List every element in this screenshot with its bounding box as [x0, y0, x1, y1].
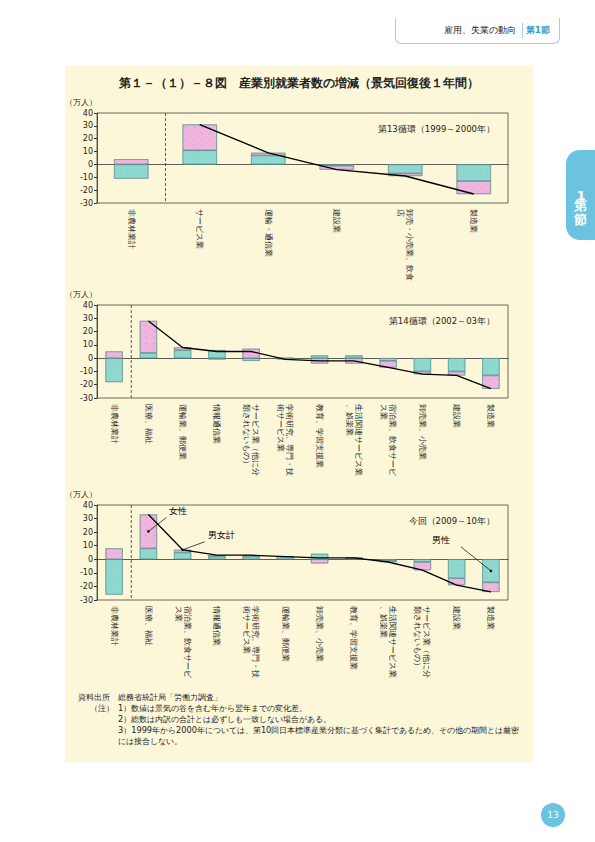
svg-text:-10: -10 [80, 568, 93, 577]
svg-text:第14循環（2002～03年）: 第14循環（2002～03年） [389, 316, 495, 326]
svg-text:20: 20 [83, 327, 93, 336]
svg-text:-10: -10 [80, 173, 93, 182]
svg-text:建設業: 建設業 [332, 208, 341, 233]
svg-text:-10: -10 [80, 367, 93, 376]
svg-text:30: 30 [83, 314, 93, 323]
svg-text:-20: -20 [80, 380, 93, 389]
svg-text:製造業: 製造業 [486, 404, 495, 428]
html-text:（注）: （注） [90, 703, 114, 713]
svg-text:40: 40 [83, 301, 93, 310]
html-text:2）総数は内訳の合計とは必ずしも一致しない場合がある。: 2）総数は内訳の合計とは必ずしも一致しない場合がある。 [118, 714, 332, 724]
svg-text:女性: 女性 [169, 506, 187, 516]
svg-text:医療、福祉: 医療、福祉 [144, 404, 153, 444]
html-text:第1節: 第1節 [525, 25, 550, 35]
html-text:資料出所 総務省統計局「労働力調査」: 資料出所 総務省統計局「労働力調査」 [78, 692, 222, 702]
html-text:1）数値は景気の谷を含む年から翌年までの変化差。: 1）数値は景気の谷を含む年から翌年までの変化差。 [118, 703, 308, 713]
svg-text:情報通信業: 情報通信業 [212, 605, 221, 646]
svg-text:非農林業計: 非農林業計 [127, 209, 136, 249]
svg-text:店: 店 [396, 209, 405, 217]
svg-text:教育、学習支援業: 教育、学習支援業 [315, 404, 324, 468]
svg-text:0: 0 [88, 354, 93, 363]
svg-text:40: 40 [83, 501, 93, 510]
svg-text:生活関連サービス業: 生活関連サービス業 [388, 606, 397, 678]
svg-text:建設業: 建設業 [452, 403, 461, 428]
svg-text:製造業: 製造業 [469, 209, 478, 233]
svg-text:サービス業（他に分: サービス業（他に分 [422, 606, 431, 678]
svg-text:卸売・小売業、飲食: 卸売・小売業、飲食 [405, 209, 414, 281]
svg-text:学術研究、専門・技: 学術研究、専門・技 [285, 404, 294, 476]
svg-text:40: 40 [83, 109, 93, 118]
svg-text:-30: -30 [80, 199, 93, 208]
svg-text:宿泊業、飲食サービ: 宿泊業、飲食サービ [183, 606, 192, 679]
svg-text:第13循環（1999～2000年）: 第13循環（1999～2000年） [378, 124, 495, 134]
svg-text:20: 20 [83, 528, 93, 537]
svg-text:、娯楽業: 、娯楽業 [345, 404, 354, 436]
svg-text:30: 30 [83, 121, 93, 130]
svg-text:生活関連サービス業: 生活関連サービス業 [354, 404, 363, 476]
svg-text:運輸業、郵便業: 運輸業、郵便業 [178, 404, 187, 460]
svg-text:術サービス業: 術サービス業 [242, 606, 251, 654]
svg-text:10: 10 [83, 541, 93, 550]
svg-text:20: 20 [83, 134, 93, 143]
svg-text:-20: -20 [80, 186, 93, 195]
svg-text:30: 30 [83, 514, 93, 523]
html-text:3）1999年から2000年については、第10回日本標準産業: 3）1999年から2000年については、第10回日本標準産業分類に基づく集計であ… [118, 725, 520, 746]
svg-text:、娯楽業: 、娯楽業 [379, 606, 388, 638]
svg-text:サービス業: サービス業 [195, 209, 204, 249]
svg-text:宿泊業、飲食サービ: 宿泊業、飲食サービ [388, 404, 397, 477]
svg-text:（万人）: （万人） [65, 290, 97, 299]
svg-text:卸売業、小売業: 卸売業、小売業 [315, 606, 324, 662]
svg-text:-30: -30 [80, 596, 93, 605]
svg-text:0: 0 [88, 555, 93, 564]
svg-text:情報通信業: 情報通信業 [212, 403, 221, 444]
svg-text:運輸・通信業: 運輸・通信業 [264, 209, 273, 257]
html-text:13: 13 [547, 810, 559, 820]
svg-text:非農林業計: 非農林業計 [110, 404, 119, 444]
svg-text:男女計: 男女計 [208, 530, 235, 540]
svg-text:術サービス業: 術サービス業 [276, 404, 285, 452]
svg-text:サービス業（他に分: サービス業（他に分 [251, 404, 260, 476]
svg-text:類されないもの）: 類されないもの） [413, 606, 422, 670]
svg-text:ス業: ス業 [379, 404, 388, 420]
svg-text:製造業: 製造業 [486, 606, 495, 630]
svg-text:-30: -30 [80, 394, 93, 403]
svg-text:-20: -20 [80, 582, 93, 591]
html-text:第1節: 第1節 [573, 187, 589, 203]
svg-text:卸売業、小売業: 卸売業、小売業 [418, 404, 427, 460]
svg-text:（万人）: （万人） [65, 490, 97, 499]
svg-text:学術研究、専門・技: 学術研究、専門・技 [251, 606, 260, 678]
svg-text:教育、学習支援業: 教育、学習支援業 [349, 606, 358, 670]
svg-text:医療、福祉: 医療、福祉 [144, 606, 153, 646]
svg-text:（万人）: （万人） [65, 98, 97, 107]
svg-text:男性: 男性 [432, 535, 450, 545]
svg-text:運輸業、郵便業: 運輸業、郵便業 [281, 606, 290, 662]
svg-text:非農林業計: 非農林業計 [110, 606, 119, 646]
svg-text:10: 10 [83, 147, 93, 156]
svg-text:建設業: 建設業 [452, 605, 461, 630]
svg-text:0: 0 [88, 160, 93, 169]
svg-text:今回（2009～10年）: 今回（2009～10年） [409, 516, 495, 526]
svg-text:10: 10 [83, 340, 93, 349]
html-text:雇用、失業の動向: 雇用、失業の動向 [443, 25, 516, 35]
html-text:第１－（１）－８図 産業別就業者数の増減（景気回復後１年間）: 第１－（１）－８図 産業別就業者数の増減（景気回復後１年間） [119, 76, 479, 90]
svg-text:類されないもの）: 類されないもの） [242, 404, 251, 468]
svg-text:ス業: ス業 [174, 606, 183, 622]
